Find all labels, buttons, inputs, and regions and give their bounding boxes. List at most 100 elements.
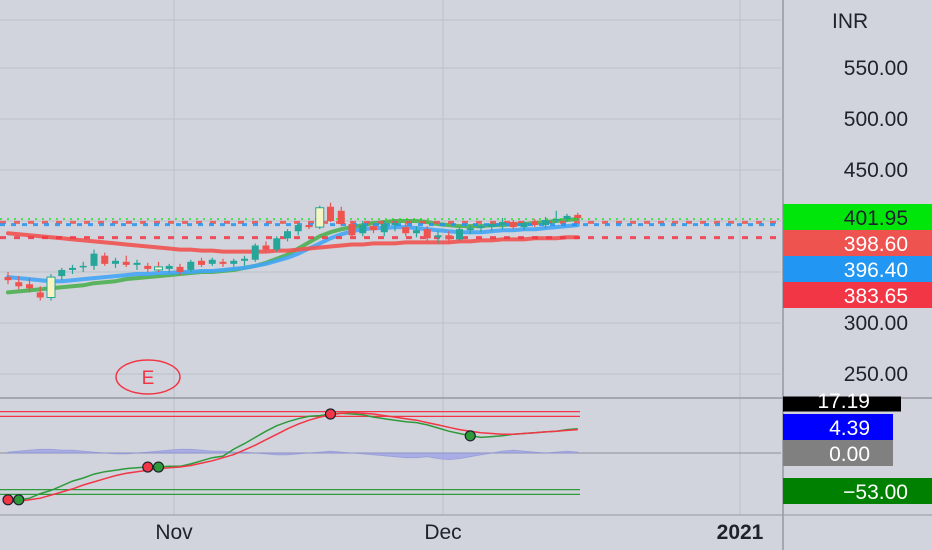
candle-body: [423, 229, 431, 239]
y-tick-label: 550.00: [844, 57, 908, 80]
candle-body: [219, 261, 227, 264]
candle-body: [262, 245, 270, 250]
candle-body: [359, 225, 367, 234]
price-tag-label-2: 396.40: [844, 259, 908, 282]
price-tag-bg-1: [783, 230, 932, 256]
candle-body: [391, 223, 399, 226]
candle-body: [531, 223, 539, 226]
candle-body: [36, 292, 44, 298]
osc-histogram: [7, 448, 579, 461]
highlight-candle: [154, 266, 163, 271]
price-tag-label-1: 398.60: [844, 233, 908, 256]
x-tick-label: 2021: [717, 521, 764, 544]
price-tag-bg-3: [783, 282, 932, 308]
candle-body: [337, 210, 345, 225]
candle-body: [294, 225, 302, 232]
highlight-candle: [46, 276, 56, 299]
candle-body: [456, 229, 463, 240]
candle-body: [187, 261, 195, 270]
y-tick-label: 500.00: [844, 108, 908, 131]
time-axis[interactable]: Nov Dec 2021: [0, 514, 932, 544]
candle-body: [90, 253, 98, 266]
osc-line-1: [7, 411, 578, 503]
candle-body: [574, 214, 582, 218]
candle-body: [208, 259, 216, 264]
cross-marker: [324, 408, 337, 420]
candle-body: [58, 269, 66, 277]
candle-body: [488, 224, 496, 228]
candle-body: [284, 231, 291, 239]
price-tag-bg-0: [783, 204, 932, 230]
candle-body: [563, 215, 571, 219]
candle-body: [477, 226, 485, 229]
osc-tag-bg-1: [783, 414, 893, 440]
earnings-marker: [115, 359, 181, 395]
candle-body: [251, 245, 259, 260]
candle-body: [413, 230, 420, 234]
y-tick-label: 450.00: [844, 159, 908, 182]
candle-body: [198, 260, 205, 265]
y-tick-label: 250.00: [844, 363, 908, 386]
candle-body: [69, 267, 76, 270]
osc-tag-label-2: 0.00: [829, 443, 870, 466]
candle-body: [402, 227, 410, 234]
osc-tag-bg-3: [783, 478, 932, 504]
candle-body: [165, 265, 173, 269]
oscillator-pane: [0, 408, 580, 506]
candles: [4, 202, 582, 301]
candle-body: [101, 255, 109, 264]
price-tag-label-3: 383.65: [844, 285, 908, 308]
price-tag-label-0: 401.95: [844, 207, 908, 230]
candle-body: [542, 219, 549, 226]
candle-body: [79, 265, 87, 268]
candle-body: [327, 206, 334, 221]
candle-body: [273, 238, 281, 250]
osc-tag-label-0: 17.19: [817, 390, 870, 413]
candle-body: [552, 218, 560, 221]
x-tick-label: Dec: [424, 521, 461, 544]
event-markers[interactable]: E: [115, 359, 181, 395]
highlight-candle: [315, 207, 325, 228]
candle-body: [445, 235, 453, 240]
candle-body: [112, 260, 119, 264]
candle-body: [4, 277, 12, 281]
candle-body: [241, 258, 248, 261]
candle-body: [370, 226, 377, 231]
osc-tag-label-1: 4.39: [829, 417, 870, 440]
last-price-lines: [0, 218, 781, 240]
x-tick-label: Nov: [155, 521, 193, 544]
cross-marker: [152, 461, 165, 473]
candle-body: [305, 225, 313, 228]
currency-label: INR: [832, 10, 868, 33]
candle-body: [499, 222, 506, 226]
cross-marker: [464, 430, 476, 442]
candle-body: [26, 284, 33, 289]
candle-body: [144, 265, 152, 269]
price-axis[interactable]: INR 550.00 500.00 450.00 300.00 250.00 401.95…: [783, 10, 932, 504]
candle-body: [230, 260, 238, 264]
candle-body: [122, 261, 130, 265]
candle-body: [176, 266, 184, 272]
cross-marker: [13, 494, 25, 506]
moving-averages: [6, 217, 580, 295]
osc-tag-bg-2: [783, 440, 893, 466]
candle-body: [133, 262, 141, 265]
osc-line-0: [8, 412, 578, 501]
candle-body: [380, 224, 388, 233]
candle-body: [466, 228, 474, 231]
ma-line-2: [6, 231, 580, 254]
y-tick-label: 300.00: [844, 312, 908, 335]
candle-body: [15, 282, 23, 287]
cross-marker: [142, 461, 154, 473]
ma-line-1: [6, 223, 580, 284]
candle-body: [520, 223, 528, 228]
osc-tag-bg-0: [783, 396, 901, 412]
candle-body: [434, 235, 442, 238]
price-tag-bg-2: [783, 256, 932, 282]
osc-tag-label-3: −53.00: [843, 481, 908, 504]
cross-marker: [2, 494, 14, 506]
candle-body: [348, 224, 356, 236]
candle-body: [509, 222, 517, 228]
earnings-marker-label: E: [142, 368, 155, 389]
